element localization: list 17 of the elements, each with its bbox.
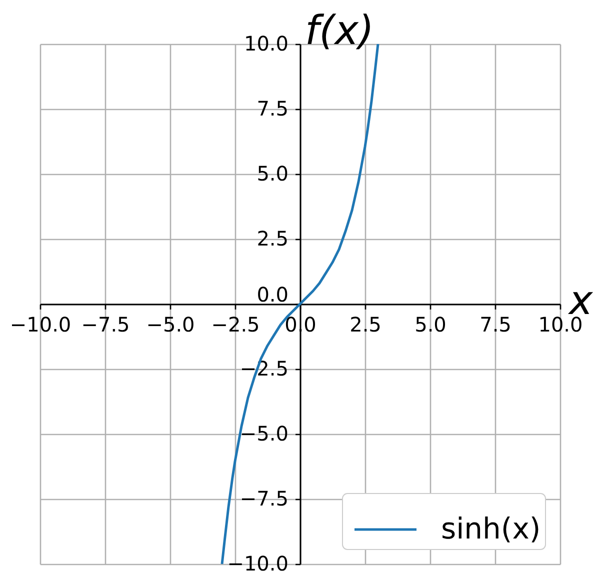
- y-tick-label: 0.0: [256, 282, 288, 306]
- x-tick-label: −10.0: [10, 312, 72, 336]
- x-tick-label: 2.5: [350, 312, 382, 336]
- y-tick-label: 2.5: [256, 226, 288, 250]
- x-tick-label: −7.5: [81, 312, 130, 336]
- x-tick-label: −5.0: [146, 312, 195, 336]
- y-tick-label: 5.0: [256, 162, 288, 186]
- y-tick-label: −5.0: [240, 422, 288, 446]
- x-tick-label: 5.0: [414, 312, 446, 336]
- x-tick-label: −2.5: [211, 312, 260, 336]
- y-tick-label: −7.5: [240, 486, 288, 510]
- y-tick-label: 10.0: [244, 32, 288, 56]
- y-tick-label: 7.5: [256, 96, 288, 120]
- x-tick-label: 7.5: [480, 312, 512, 336]
- y-tick-label: −10.0: [227, 552, 288, 573]
- legend-label: sinh(x): [441, 512, 541, 546]
- y-axis-title: f(x): [305, 8, 374, 54]
